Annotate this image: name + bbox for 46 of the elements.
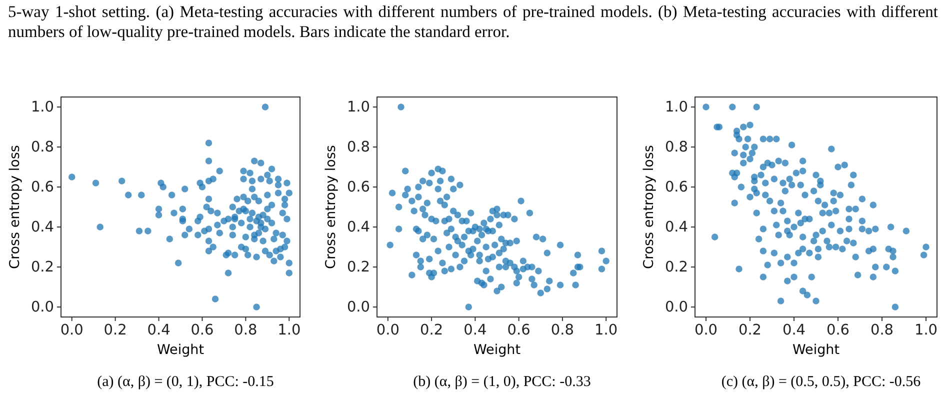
- y-tick-label: 0.6: [346, 180, 370, 196]
- x-tick-label: 1.0: [914, 322, 938, 338]
- x-tick-label: 0.0: [694, 322, 718, 338]
- y-tick-label: 0.2: [346, 260, 370, 276]
- x-tick-label: 0.0: [60, 322, 84, 338]
- text: 5-way 1-shot setting. (a) Meta-testing accuracies with different numbers of pre-trained models. (b) Meta-testing accuracies with different numbers of low-quality pre-trained models. Bars indicate the standard error.: [8, 2, 938, 42]
- y-tick-label: 1.0: [664, 100, 688, 116]
- x-tick-label: 0.4: [464, 322, 487, 338]
- x-tick-label: 0.6: [190, 322, 214, 338]
- y-axis-title: Cross entropy loss: [323, 145, 339, 269]
- x-tick-label: 0.4: [147, 322, 170, 338]
- x-axis-title: Weight: [792, 342, 840, 358]
- x-tick-label: 0.6: [507, 322, 530, 338]
- text: (c) (α, β) = (0.5, 0.5), PCC: -0.56: [721, 374, 922, 390]
- x-tick-label: 0.8: [550, 322, 574, 338]
- y-tick-label: 0.6: [30, 180, 54, 196]
- y-tick-label: 0.8: [664, 140, 688, 156]
- y-tick-label: 0.8: [346, 140, 370, 156]
- y-tick-label: 0.6: [664, 180, 688, 196]
- y-tick-label: 0.2: [664, 260, 688, 276]
- y-tick-label: 0.2: [30, 260, 54, 276]
- y-tick-label: 0.4: [346, 220, 370, 236]
- x-axis-title: Weight: [156, 342, 204, 358]
- y-axis-title: Cross entropy loss: [7, 145, 23, 269]
- x-tick-label: 0.0: [376, 322, 400, 338]
- x-tick-label: 0.2: [420, 322, 444, 338]
- x-axis-title: Weight: [473, 342, 521, 358]
- x-tick-label: 0.8: [870, 322, 894, 338]
- x-tick-label: 1.0: [594, 322, 618, 338]
- y-tick-label: 0.4: [664, 220, 688, 236]
- x-tick-label: 0.4: [782, 322, 806, 338]
- y-tick-label: 0.0: [664, 300, 688, 316]
- text: (a) (α, β) = (0, 1), PCC: -0.15: [97, 374, 274, 390]
- x-tick-label: 0.8: [234, 322, 258, 338]
- y-axis-title: Cross entropy loss: [641, 145, 657, 269]
- x-tick-label: 1.0: [278, 322, 301, 338]
- y-tick-label: 0.0: [346, 300, 370, 316]
- x-tick-label: 0.2: [738, 322, 762, 338]
- y-tick-label: 1.0: [30, 100, 54, 116]
- x-tick-label: 0.2: [104, 322, 127, 338]
- text: (b) (α, β) = (1, 0), PCC: -0.33: [413, 374, 591, 390]
- y-tick-label: 0.8: [30, 140, 54, 156]
- x-tick-label: 0.6: [826, 322, 850, 338]
- y-tick-label: 1.0: [346, 100, 370, 116]
- y-tick-label: 0.4: [30, 220, 54, 236]
- y-tick-label: 0.0: [30, 300, 54, 316]
